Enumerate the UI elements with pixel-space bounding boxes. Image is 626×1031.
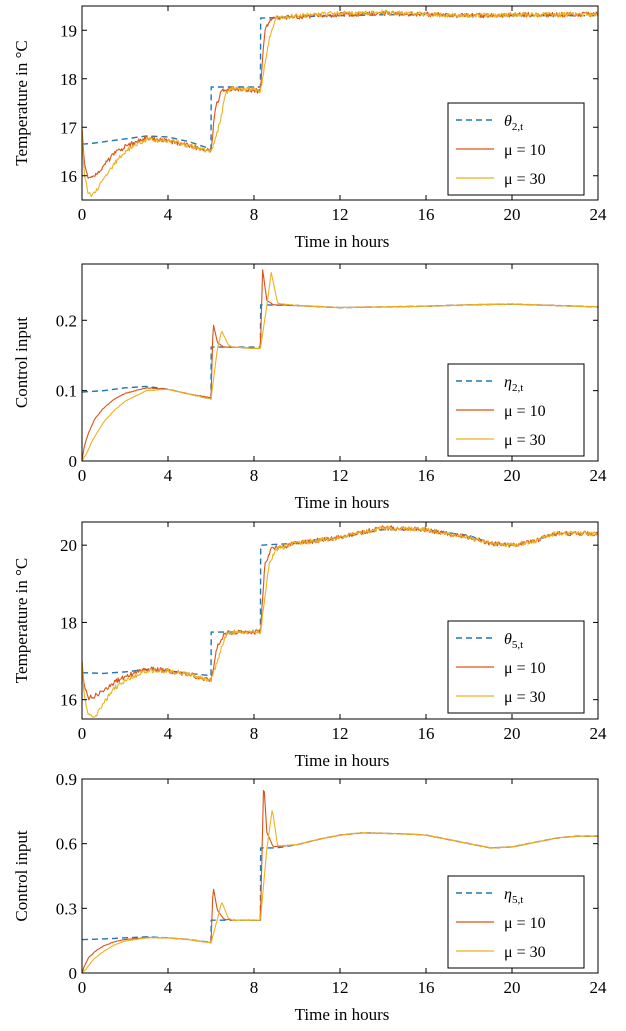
legend-entry: μ = 10	[504, 403, 546, 420]
legend-entry-main: μ = 30	[504, 432, 546, 449]
legend-entry-main: μ = 10	[504, 915, 546, 932]
x-tick-label: 4	[164, 466, 173, 485]
plot-area	[82, 790, 598, 973]
y-tick-label: 0.3	[56, 899, 77, 918]
legend-entry: θ5,t	[504, 631, 523, 651]
x-tick-label: 12	[332, 466, 349, 485]
legend-entry: η2,t	[504, 374, 523, 394]
y-tick-label: 18	[60, 70, 77, 89]
x-axis-label: Time in hours	[295, 1005, 390, 1024]
legend: η5,t μ = 10 μ = 30	[447, 875, 585, 969]
y-tick-label: 0.2	[56, 311, 77, 330]
legend-entry: η5,t	[504, 886, 523, 906]
chart-4: 0 4 8 12 16 20 24 0 0.3 0.6 0.9 Time in hours Contro…	[12, 770, 607, 1024]
x-tick-label: 8	[250, 466, 259, 485]
legend: η2,t μ = 10 μ = 30	[447, 363, 585, 457]
x-tick-label: 12	[332, 978, 349, 997]
x-tick-label: 24	[590, 466, 608, 485]
y-tick-label: 20	[60, 536, 77, 555]
x-tick-label: 4	[164, 724, 173, 743]
y-tick-label: 19	[60, 21, 77, 40]
x-tick-label: 20	[504, 978, 521, 997]
series-line-3	[82, 271, 598, 461]
x-tick-label: 20	[504, 205, 521, 224]
x-tick-label: 24	[590, 724, 608, 743]
legend-entry-subscript: 5,t	[512, 894, 523, 906]
x-tick-label: 20	[504, 466, 521, 485]
x-tick-label: 24	[590, 978, 608, 997]
y-tick-label: 16	[60, 167, 77, 186]
legend-entry-main: μ = 10	[504, 660, 546, 677]
plot-area	[82, 525, 598, 718]
legend-entry-main: μ = 30	[504, 689, 546, 706]
legend-entry: μ = 30	[504, 689, 546, 706]
y-axis-label: Control input	[12, 317, 31, 408]
chart-3: 0 4 8 12 16 20 24 16 18 20 Time in hours Temperatur…	[12, 521, 608, 770]
x-tick-label: 0	[78, 466, 87, 485]
x-tick-label: 24	[590, 205, 608, 224]
x-tick-label: 8	[250, 724, 259, 743]
legend-entry-main: μ = 30	[504, 171, 546, 188]
y-tick-label: 0.1	[56, 382, 77, 401]
x-tick-label: 16	[418, 205, 435, 224]
x-axis-label: Time in hours	[295, 493, 390, 512]
legend-entry-main: μ = 10	[504, 403, 546, 420]
chart-2: 0 4 8 12 16 20 24 0 0.1 0.2 Time in hours Control i…	[12, 263, 608, 512]
legend-entry-main: μ = 10	[504, 142, 546, 159]
x-tick-label: 16	[418, 978, 435, 997]
legend-entry-main: η	[504, 374, 512, 391]
chart-1: 0 4 8 12 16 20 24 16 17 18 19 Time in hours Temperat…	[12, 5, 608, 251]
x-tick-label: 12	[332, 724, 349, 743]
legend: θ2,t μ = 10 μ = 30	[447, 102, 585, 196]
legend-entry: μ = 30	[504, 432, 546, 449]
y-axis-label: Temperature in °C	[12, 558, 31, 684]
series-line-3	[82, 810, 598, 973]
legend-entry: μ = 10	[504, 660, 546, 677]
x-tick-label: 16	[418, 724, 435, 743]
x-axis-label: Time in hours	[295, 751, 390, 770]
x-tick-label: 4	[164, 978, 173, 997]
x-axis-label: Time in hours	[295, 232, 390, 251]
legend-entry: μ = 30	[504, 171, 546, 188]
y-tick-label: 0	[69, 964, 78, 983]
x-tick-label: 12	[332, 205, 349, 224]
x-tick-label: 0	[78, 205, 87, 224]
x-tick-label: 20	[504, 724, 521, 743]
legend-entry: μ = 30	[504, 944, 546, 961]
plot-area	[82, 269, 598, 461]
y-axis-label: Temperature in °C	[12, 40, 31, 166]
x-tick-label: 0	[78, 978, 87, 997]
legend-entry: θ2,t	[504, 113, 523, 133]
x-tick-label: 4	[164, 205, 173, 224]
series-line-3	[82, 525, 598, 718]
legend-entry: μ = 10	[504, 915, 546, 932]
x-tick-label: 16	[418, 466, 435, 485]
x-tick-label: 8	[250, 978, 259, 997]
plot-area	[82, 9, 598, 198]
y-tick-label: 0.6	[56, 835, 77, 854]
y-tick-label: 17	[60, 118, 78, 137]
y-axis-label: Control input	[12, 830, 31, 921]
y-tick-label: 0.9	[56, 770, 77, 789]
legend-entry-subscript: 5,t	[512, 639, 523, 651]
legend-entry-main: μ = 30	[504, 944, 546, 961]
legend-entry: μ = 10	[504, 142, 546, 159]
legend-entry-subscript: 2,t	[512, 121, 523, 133]
legend-entry-subscript: 2,t	[512, 382, 523, 394]
y-tick-label: 16	[60, 691, 77, 710]
legend: θ5,t μ = 10 μ = 30	[447, 620, 585, 714]
series-line-3	[82, 9, 598, 198]
legend-entry-main: η	[504, 886, 512, 903]
y-tick-label: 18	[60, 613, 77, 632]
x-tick-label: 0	[78, 724, 87, 743]
legend-entry-main: θ	[504, 113, 512, 130]
y-tick-label: 0	[69, 452, 78, 471]
x-tick-label: 8	[250, 205, 259, 224]
legend-entry-main: θ	[504, 631, 512, 648]
